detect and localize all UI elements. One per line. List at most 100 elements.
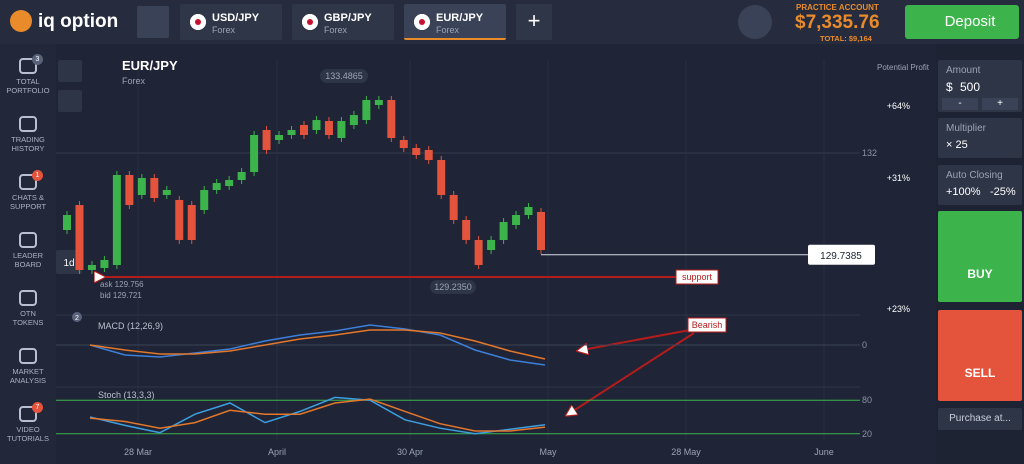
candle (75, 205, 84, 270)
sidebar-item[interactable]: VIDEO TUTORIALS 7 (0, 402, 56, 443)
sell-button[interactable]: SELL (938, 310, 1022, 401)
period[interactable]: 1d (63, 258, 74, 269)
deposit-button[interactable]: Deposit (905, 5, 1019, 39)
bid: bid 129.721 (100, 291, 142, 300)
candle (437, 160, 446, 195)
sidebar-item[interactable]: MARKET ANALYSIS (0, 348, 56, 385)
sidebar-label: TRADING HISTORY (11, 135, 45, 153)
badge: 7 (32, 402, 43, 413)
sidebar-item[interactable]: TRADING HISTORY (0, 116, 56, 153)
icon (19, 348, 37, 364)
stop-loss: -25% (990, 186, 1016, 198)
candle (287, 130, 296, 136)
y-tick-label: 0 (862, 340, 867, 350)
x-tick-label: 30 Apr (397, 447, 423, 457)
tab[interactable]: EUR/JPY Forex (404, 4, 506, 40)
logo: iq option (38, 11, 119, 32)
candle (200, 189, 209, 211)
close-button[interactable] (58, 60, 82, 82)
price-tag-text: 129.7385 (820, 251, 862, 262)
bearish-box (687, 317, 727, 333)
candle (212, 183, 221, 190)
candle (187, 205, 196, 240)
asset-pair[interactable]: EUR/JPY (122, 58, 178, 73)
flag (190, 14, 206, 30)
minus-button[interactable]: - (942, 98, 978, 110)
stoch-line (89, 398, 546, 432)
take-profit: +100% (946, 186, 981, 198)
icon (19, 174, 37, 190)
profit-level: +31% (887, 173, 910, 183)
balance[interactable]: $7,335.76 (795, 12, 880, 33)
y-tick-label: 132 (862, 148, 877, 158)
sidebar-item[interactable]: TOTAL PORTFOLIO 3 (0, 54, 56, 95)
annotation: support (682, 272, 713, 282)
add-tab[interactable]: + (516, 4, 552, 40)
buy-button[interactable]: BUY (938, 211, 1022, 302)
stoch-line (89, 396, 546, 435)
badge: 1 (32, 170, 43, 181)
candle (87, 264, 96, 270)
tab-pair: USD/JPY (212, 12, 260, 24)
macd-line (89, 329, 546, 360)
candle (262, 130, 271, 150)
profit-level: +64% (887, 101, 910, 111)
min-label-bg (430, 280, 476, 294)
max-label: 133.4865 (325, 71, 363, 81)
expand-button[interactable] (58, 90, 82, 112)
candle (374, 99, 383, 105)
x-tick-label: 28 May (671, 447, 701, 457)
stoch-title: Stoch (13,3,3) (98, 390, 155, 400)
chart-bg (56, 44, 936, 464)
sidebar-item[interactable]: CHATS & SUPPORT 1 (0, 170, 56, 211)
candle (387, 99, 396, 139)
camera-button[interactable] (738, 5, 772, 39)
candle (424, 149, 433, 161)
tab[interactable]: GBP/JPY Forex (292, 4, 394, 40)
tab-market: Forex (324, 25, 348, 35)
bearish-arrow (570, 332, 695, 413)
sidebar-label: TOTAL PORTFOLIO (6, 77, 50, 95)
sidebar-item[interactable]: LEADER BOARD (0, 232, 56, 269)
currency: $ (946, 80, 953, 94)
candle (162, 189, 171, 195)
y-tick-label: 20 (862, 429, 872, 439)
candle (524, 206, 533, 216)
candle (112, 175, 121, 265)
sidebar-label: VIDEO TUTORIALS (7, 425, 49, 443)
candle (125, 175, 134, 206)
tab[interactable]: USD/JPY Forex (180, 4, 282, 40)
plus-button[interactable]: + (982, 98, 1018, 110)
top-bar: iq option USD/JPY Forex GBP/JPY Forex EUR/… (0, 0, 1024, 44)
max-label-bg (320, 69, 368, 83)
grid-button[interactable] (137, 6, 169, 38)
candle (499, 221, 508, 240)
tool-badge-text: 2 (75, 315, 79, 322)
purchase-button[interactable]: Purchase at... (938, 408, 1022, 430)
sidebar-item[interactable]: OTN TOKENS (0, 290, 56, 327)
candle (474, 239, 483, 265)
amount[interactable]: 500 (960, 80, 981, 94)
profit-level: +23% (887, 304, 910, 314)
x-tick-label: June (814, 447, 834, 457)
sidebar-label: CHATS & SUPPORT (9, 193, 47, 211)
candle (512, 215, 521, 225)
sidebar: TOTAL PORTFOLIO 3 TRADING HISTORY CHATS & S… (0, 44, 56, 464)
candle (312, 120, 321, 131)
auto-closing-box[interactable]: Auto Closing +100% -25% (938, 165, 1022, 205)
multiplier-box[interactable]: Multiplier × 25 (938, 118, 1022, 158)
candle (537, 211, 545, 251)
icon (19, 58, 37, 74)
x-tick-label: April (268, 447, 286, 457)
candle (362, 99, 371, 121)
profit-title: Potential Profit (877, 63, 930, 72)
bearish-arrow (582, 329, 691, 350)
candle (150, 178, 159, 198)
candle (225, 179, 234, 186)
candle (412, 148, 421, 155)
candle (399, 139, 408, 149)
y-tick-label: 80 (862, 395, 872, 405)
profit-title: Potential Profit (877, 63, 930, 72)
candle (237, 171, 246, 180)
